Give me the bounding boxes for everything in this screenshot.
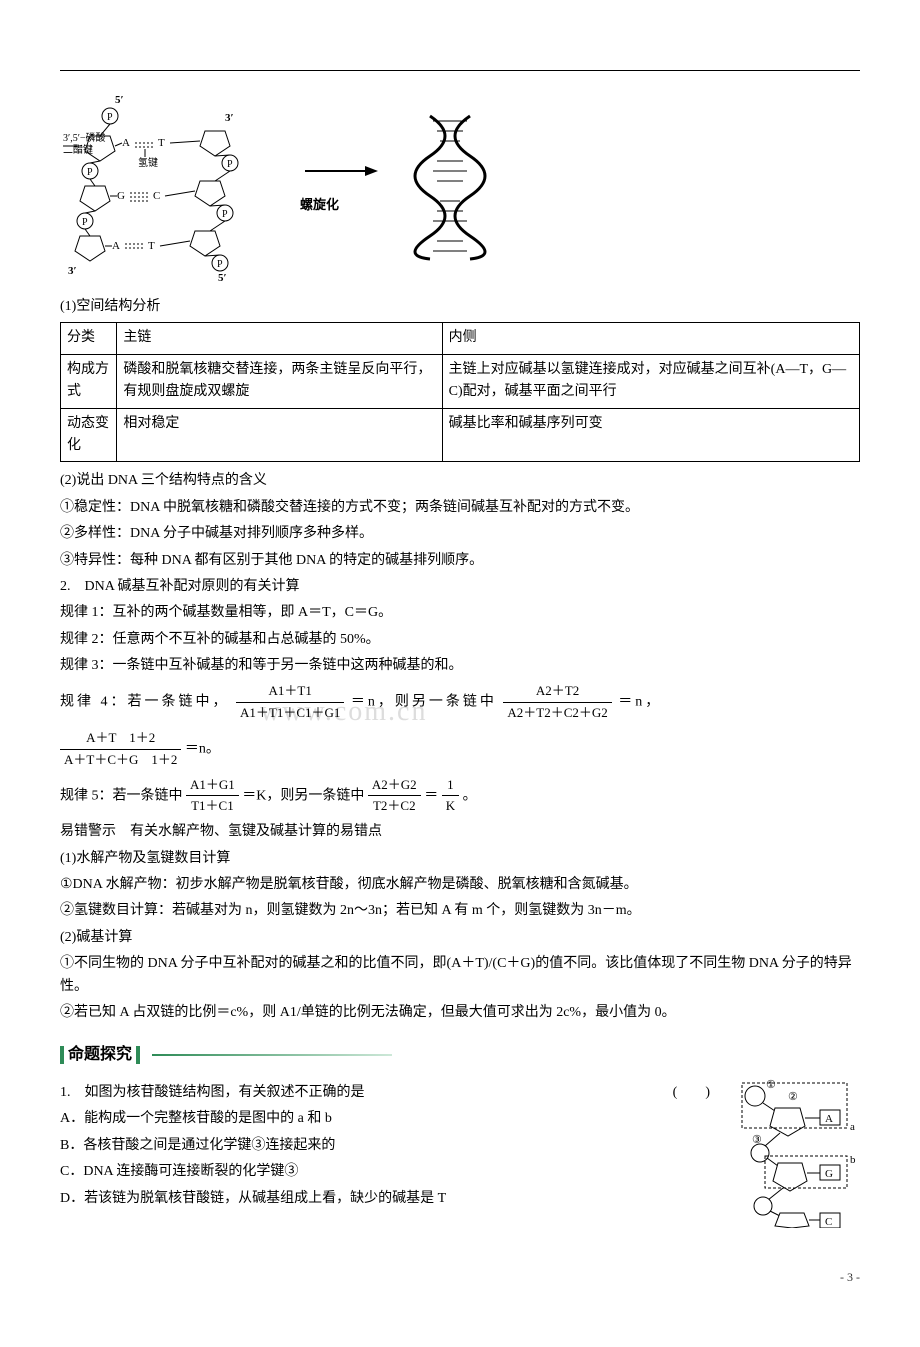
dna-ladder-diagram: 5′ P 3′,5′−磷酸 二酯键 P P 3′ 3′ P P	[60, 91, 280, 281]
svg-text:3′,5′−磷酸: 3′,5′−磷酸	[63, 131, 106, 144]
warn1-title: (1)水解产物及氢键数目计算	[60, 848, 860, 870]
svg-text:A: A	[825, 1113, 833, 1125]
warn-item: ①DNA 水解产物：初步水解产物是脱氧核苷酸，彻底水解产物是磷酸、脱氧核糖和含氮…	[60, 874, 860, 896]
table-cell: 动态变化	[61, 408, 117, 462]
svg-text:P: P	[227, 159, 233, 170]
table-cell: 主链上对应碱基以氢键连接成对，对应碱基之间互补(A—T，G—C)配对，碱基平面之…	[442, 354, 859, 408]
command-header: 命题探究	[60, 1042, 860, 1068]
rule4-pre: 规律 4：若一条链中，	[60, 695, 230, 710]
frac-num: A1＋T1	[236, 681, 344, 703]
table-cell: 相对稳定	[117, 408, 442, 462]
rule-4: 规律 4：若一条链中， A1＋T1A1＋T1＋C1＋G1 ＝n，则另一条链中 A…	[60, 681, 860, 724]
command-title: 命题探究	[68, 1042, 132, 1068]
svg-text:P: P	[222, 209, 228, 220]
frac-num: 1	[442, 775, 459, 797]
svg-text:5′: 5′	[218, 272, 227, 281]
svg-text:G: G	[825, 1168, 833, 1180]
svg-text:A: A	[122, 137, 130, 149]
svg-text:②: ②	[788, 1091, 798, 1103]
rule4-mid: ＝n，则另一条链中	[351, 695, 497, 710]
warn-item: ②氢键数目计算：若碱基对为 n，则氢键数为 2n～3n；若已知 A 有 m 个，…	[60, 900, 860, 922]
table-header: 内侧	[442, 323, 859, 354]
section-2-title: (2)说出 DNA 三个结构特点的含义	[60, 470, 860, 492]
svg-text:①: ①	[766, 1079, 776, 1091]
feature-item: ①稳定性：DNA 中脱氧核糖和磷酸交替连接的方式不变；两条链间碱基互补配对的方式…	[60, 497, 860, 519]
rule5-eq: ＝	[424, 788, 438, 803]
frac-den: A＋T＋C＋G 1＋2	[60, 750, 181, 771]
frac-num: A2＋T2	[503, 681, 611, 703]
svg-text:3′: 3′	[225, 112, 234, 124]
feature-item: ③特异性：每种 DNA 都有区别于其他 DNA 的特定的碱基排列顺序。	[60, 550, 860, 572]
rule4-end: ＝n。	[185, 742, 220, 757]
frac-num: A2＋G2	[368, 775, 421, 797]
dna-helix-diagram	[400, 111, 500, 261]
page-number: - 3 -	[60, 1268, 860, 1287]
arrow-label: 螺旋化	[300, 195, 380, 216]
rule5-mid: ＝K，则另一条链中	[242, 788, 364, 803]
table-header: 分类	[61, 323, 117, 354]
svg-text:G: G	[117, 190, 125, 202]
frac-den: A1＋T1＋C1＋G1	[236, 703, 344, 724]
warn2-title: (2)碱基计算	[60, 927, 860, 949]
rule-1: 规律 1：互补的两个碱基数量相等，即 A＝T，C＝G。	[60, 602, 860, 624]
stem-text: 1. 如图为核苷酸链结构图，有关叙述不正确的是	[60, 1085, 365, 1100]
rule4-eq: ＝n，	[618, 695, 662, 710]
svg-text:T: T	[158, 137, 165, 149]
frac-num: A＋T 1＋2	[60, 728, 181, 750]
warn-title: 易错警示 有关水解产物、氢键及碱基计算的易错点	[60, 821, 860, 843]
rule5-end: 。	[463, 788, 477, 803]
nucleotide-figure: ① ② A a ③ G b	[730, 1078, 860, 1228]
table-cell: 磷酸和脱氧核糖交替连接，两条主链呈反向平行，有规则盘旋成双螺旋	[117, 354, 442, 408]
warn-item: ②若已知 A 占双链的比例＝c%，则 A1/单链的比例无法确定，但最大值可求出为…	[60, 1002, 860, 1024]
table-cell: 碱基比率和碱基序列可变	[442, 408, 859, 462]
rule-5: 规律 5：若一条链中 A1＋G1T1＋C1 ＝K，则另一条链中 A2＋G2T2＋…	[60, 775, 860, 818]
option-a: A．能构成一个完整核苷酸的是图中的 a 和 b	[60, 1108, 720, 1130]
rule-2: 规律 2：任意两个不互补的碱基和占总碱基的 50%。	[60, 629, 860, 651]
svg-text:P: P	[217, 259, 223, 270]
svg-text:P: P	[107, 112, 113, 123]
svg-text:P: P	[87, 167, 93, 178]
svg-text:A: A	[112, 240, 120, 252]
svg-text:a: a	[850, 1121, 855, 1133]
structure-table: 分类 主链 内侧 构成方式 磷酸和脱氧核糖交替连接，两条主链呈反向平行，有规则盘…	[60, 322, 860, 462]
svg-text:P: P	[82, 217, 88, 228]
svg-text:C: C	[153, 190, 160, 202]
rule-3: 规律 3：一条链中互补碱基的和等于另一条链中这两种碱基的和。	[60, 655, 860, 677]
frac-den: K	[442, 796, 459, 817]
frac-den: T1＋C1	[186, 796, 239, 817]
rule5-pre: 规律 5：若一条链中	[60, 788, 183, 803]
section-1-title: (1)空间结构分析	[60, 296, 860, 318]
svg-text:b: b	[850, 1154, 856, 1166]
option-b: B．各核苷酸之间是通过化学键③连接起来的	[60, 1135, 720, 1157]
frac-num: A1＋G1	[186, 775, 239, 797]
frac-den: A2＋T2＋C2＋G2	[503, 703, 611, 724]
svg-text:C: C	[825, 1216, 832, 1228]
frac-den: T2＋C2	[368, 796, 421, 817]
header-line-icon	[152, 1054, 392, 1056]
rule-4-cont: A＋T 1＋2A＋T＋C＋G 1＋2 ＝n。	[60, 728, 860, 771]
feature-item: ②多样性：DNA 分子中碱基对排列顺序多种多样。	[60, 523, 860, 545]
question-block: 1. 如图为核苷酸链结构图，有关叙述不正确的是 ( ) A．能构成一个完整核苷酸…	[60, 1078, 860, 1228]
option-d: D．若该链为脱氧核苷酸链，从碱基组成上看，缺少的碱基是 T	[60, 1188, 720, 1210]
dna-diagram-row: 5′ P 3′,5′−磷酸 二酯键 P P 3′ 3′ P P	[60, 91, 860, 281]
part2-title: 2. DNA 碱基互补配对原则的有关计算	[60, 576, 860, 598]
header-bar-icon	[136, 1046, 140, 1064]
option-c: C．DNA 连接酶可连接断裂的化学键③	[60, 1161, 720, 1183]
svg-text:3′: 3′	[68, 265, 77, 277]
helix-arrow: 螺旋化	[300, 156, 380, 215]
table-cell: 构成方式	[61, 354, 117, 408]
warn-item: ①不同生物的 DNA 分子中互补配对的碱基之和的比值不同，即(A＋T)/(C＋G…	[60, 953, 860, 998]
header-bar-icon	[60, 1046, 64, 1064]
svg-text:氢键: 氢键	[138, 156, 158, 169]
svg-text:二酯键: 二酯键	[63, 143, 93, 156]
svg-text:5′: 5′	[115, 94, 124, 106]
question-stem: 1. 如图为核苷酸链结构图，有关叙述不正确的是 ( )	[60, 1082, 720, 1104]
table-header: 主链	[117, 323, 442, 354]
question-paren: ( )	[673, 1082, 710, 1104]
svg-text:T: T	[148, 240, 155, 252]
